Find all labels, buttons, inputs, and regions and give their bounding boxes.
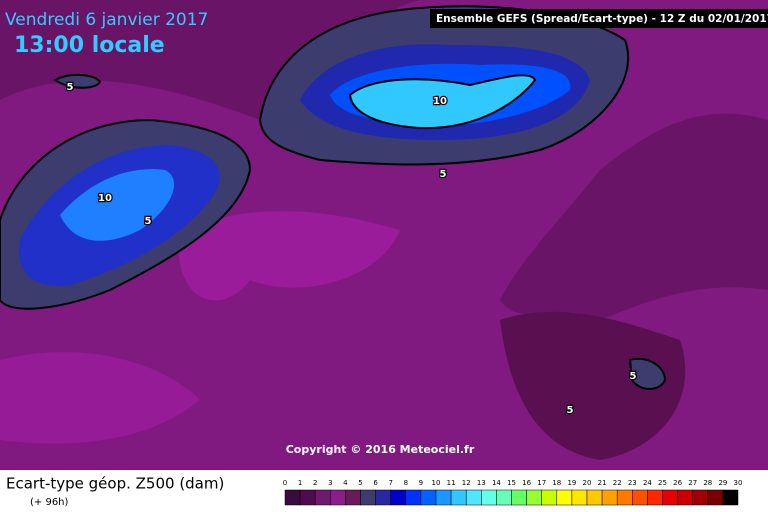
legend-swatch xyxy=(571,489,588,506)
legend-tick: 24 xyxy=(643,479,652,487)
legend-swatch xyxy=(420,489,437,506)
legend-swatch xyxy=(435,489,452,506)
legend-tick: 3 xyxy=(328,479,332,487)
legend-swatch xyxy=(677,489,693,506)
legend-tick: 27 xyxy=(688,479,697,487)
copyright: Copyright © 2016 Meteociel.fr xyxy=(286,443,475,456)
legend-tick: 30 xyxy=(734,479,743,487)
legend-swatch xyxy=(390,489,407,506)
legend-tick: 23 xyxy=(628,479,637,487)
legend-tick: 5 xyxy=(358,479,362,487)
legend-tick: 0 xyxy=(283,479,287,487)
legend-tick: 16 xyxy=(522,479,531,487)
legend-tick: 14 xyxy=(492,479,501,487)
lead-label: (+ 96h) xyxy=(30,497,69,508)
legend-tick: 18 xyxy=(552,479,561,487)
contour-label: 10 xyxy=(98,193,112,204)
legend-tick: 25 xyxy=(658,479,667,487)
legend-tick: 22 xyxy=(613,479,622,487)
legend-swatch xyxy=(284,489,301,506)
legend-swatch xyxy=(405,489,422,506)
contour-label: 5 xyxy=(567,405,574,416)
legend-tick: 10 xyxy=(432,479,441,487)
legend-tick: 12 xyxy=(462,479,471,487)
legend-swatch xyxy=(662,489,678,506)
variable-label: Ecart-type géop. Z500 (dam) xyxy=(6,475,224,493)
legend-swatch xyxy=(511,489,527,506)
legend-swatch xyxy=(330,489,346,506)
legend-tick: 2 xyxy=(313,479,317,487)
legend-tick: 15 xyxy=(507,479,516,487)
legend-swatch xyxy=(481,489,497,506)
model-label: Ensemble GEFS (Spread/Ecart-type) - 12 Z… xyxy=(436,13,768,25)
legend-swatch xyxy=(375,489,391,506)
model-box xyxy=(430,9,768,28)
legend-swatch xyxy=(450,489,467,506)
legend-swatch xyxy=(616,489,633,506)
time-label: 13:00 locale xyxy=(14,33,165,58)
legend-tick: 29 xyxy=(718,479,727,487)
legend-tick: 11 xyxy=(447,479,456,487)
contour-label: 5 xyxy=(630,371,637,382)
legend-tick: 4 xyxy=(343,479,348,487)
legend-swatch xyxy=(465,489,482,506)
legend-tick: 8 xyxy=(404,479,408,487)
legend-tick: 19 xyxy=(567,479,576,487)
legend-tick: 20 xyxy=(583,479,592,487)
legend-swatch xyxy=(541,489,558,506)
legend-tick: 28 xyxy=(703,479,712,487)
legend-tick: 17 xyxy=(537,479,546,487)
legend-tick: 13 xyxy=(477,479,486,487)
contour-label: 5 xyxy=(67,82,74,93)
legend-tick: 6 xyxy=(373,479,378,487)
legend-swatch xyxy=(345,489,361,506)
legend-swatch xyxy=(692,489,709,506)
legend-swatch xyxy=(496,489,512,506)
contour-label: 10 xyxy=(433,96,447,107)
legend-tick: 26 xyxy=(673,479,682,487)
legend-swatch xyxy=(360,489,376,506)
legend-swatch xyxy=(707,489,724,506)
legend-swatch xyxy=(314,489,331,506)
legend-tick: 21 xyxy=(598,479,607,487)
contour-label: 5 xyxy=(145,216,152,227)
legend-tick: 9 xyxy=(419,479,423,487)
legend-swatch xyxy=(526,489,542,506)
title: Vendredi 6 janvier 2017 xyxy=(5,10,208,30)
legend-swatch xyxy=(647,489,663,506)
spread-blobs xyxy=(0,5,667,390)
contour-label: 5 xyxy=(440,169,447,180)
legend-swatch xyxy=(722,489,739,506)
legend-swatch xyxy=(556,489,573,506)
legend-tick: 1 xyxy=(298,479,302,487)
legend-swatch xyxy=(601,489,618,506)
legend-tick: 7 xyxy=(388,479,392,487)
legend-swatch xyxy=(586,489,603,506)
legend-swatch xyxy=(299,489,316,506)
legend-swatch xyxy=(632,489,648,506)
